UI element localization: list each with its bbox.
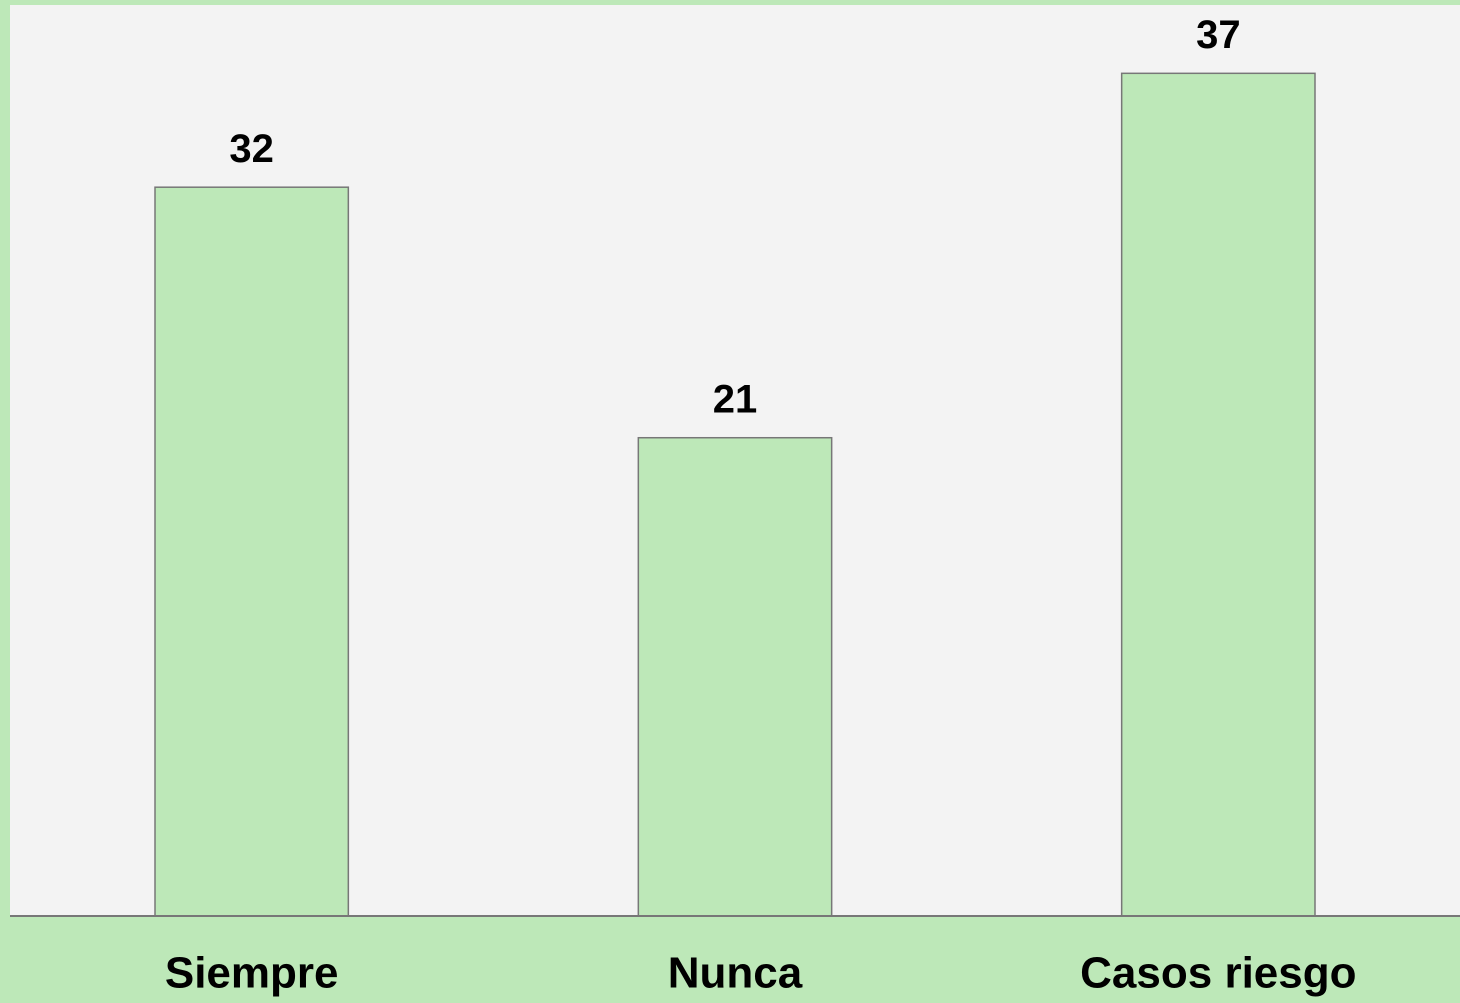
bar [1120,72,1316,917]
value-label: 37 [1196,13,1241,57]
value-label: 32 [229,127,274,171]
bar [637,436,833,917]
value-label: 21 [713,377,758,421]
bar [154,186,350,917]
x-tick-label: Siempre [165,949,339,998]
x-tick-label: Nunca [668,949,803,998]
x-tick-label: Casos riesgo [1080,949,1356,998]
